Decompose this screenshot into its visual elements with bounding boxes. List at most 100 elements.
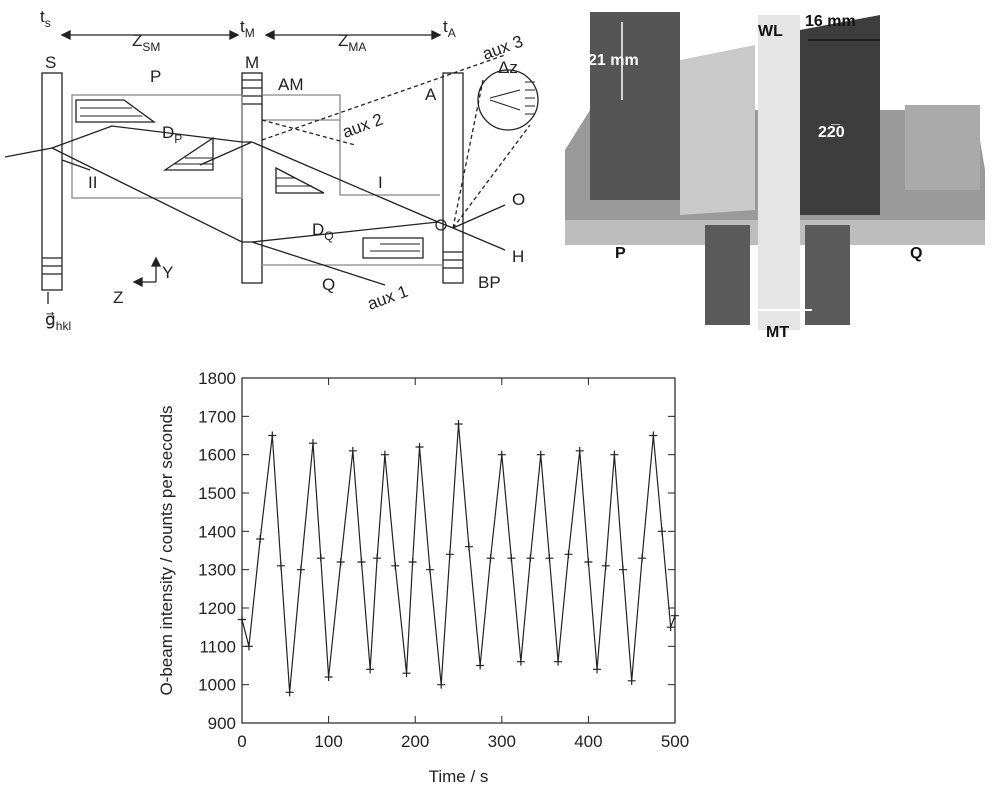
marker <box>324 673 333 681</box>
diagram-label: Z <box>113 288 123 307</box>
marker <box>554 657 563 666</box>
marker <box>564 550 573 559</box>
photo-label: Q <box>910 245 922 262</box>
label-main: t <box>40 7 45 26</box>
diagram-label: BP <box>478 273 501 292</box>
marker <box>425 565 434 574</box>
marker <box>380 450 389 459</box>
diagram-label: ts <box>40 7 51 30</box>
detail <box>489 81 535 115</box>
photo-label: 22̅0 <box>818 123 845 141</box>
axis-heads <box>132 256 162 288</box>
label-main: t <box>443 17 448 36</box>
hatch <box>42 79 463 275</box>
marker <box>666 623 675 632</box>
label-main: P <box>150 67 161 86</box>
marker <box>316 554 325 563</box>
x-tick-label: 100 <box>314 732 342 751</box>
hatch <box>276 177 312 187</box>
label-main: A <box>425 85 437 104</box>
diagram-label: ZSM <box>132 31 160 54</box>
marker <box>357 558 366 566</box>
label-main: AM <box>278 75 304 94</box>
label-sub: P <box>174 132 182 146</box>
marker <box>584 558 593 566</box>
block <box>590 12 680 200</box>
marker <box>391 561 400 570</box>
plot-frame <box>241 377 676 724</box>
label-main: D <box>312 220 324 239</box>
diagram-label: Q <box>322 275 335 294</box>
diagram-label: O <box>512 190 525 209</box>
marker <box>309 439 318 448</box>
label-main: H <box>512 247 524 266</box>
prism <box>362 237 424 259</box>
marker <box>445 550 454 559</box>
marker <box>464 542 473 551</box>
label-main: Z <box>113 288 123 307</box>
marker <box>437 680 446 689</box>
marker <box>402 669 411 678</box>
marker <box>601 561 610 570</box>
diagram-label: g⃗hkl <box>45 310 71 333</box>
label-main: S <box>45 53 56 72</box>
label-sub: M <box>245 26 255 40</box>
block <box>800 15 880 215</box>
wafer <box>758 15 800 330</box>
diagram-label: aux 1 <box>365 282 411 314</box>
y-tick-label: 1700 <box>198 407 236 426</box>
series-line <box>241 423 676 693</box>
label-main: I <box>378 173 383 192</box>
y-tick-label: 1400 <box>198 522 236 541</box>
x-tick-label: 300 <box>488 732 516 751</box>
diagram-label: ZMA <box>338 31 366 54</box>
diagram-label: Δz <box>498 58 518 77</box>
marker <box>348 446 357 455</box>
label-sub: s <box>45 16 51 30</box>
y-axis-label: O-beam intensity / counts per seconds <box>157 405 176 695</box>
marker <box>408 558 417 566</box>
marker <box>276 561 285 570</box>
x-tick-label: 0 <box>237 732 246 751</box>
marker <box>366 665 375 674</box>
box-am <box>262 94 443 266</box>
label-main: D <box>162 123 174 142</box>
marker <box>497 450 506 459</box>
marker <box>373 554 382 563</box>
y-tick-label: 900 <box>208 714 236 733</box>
label-main: M <box>245 53 259 72</box>
photo-label: WL <box>758 23 783 40</box>
label-main: t <box>240 17 245 36</box>
diagram-label: tA <box>443 17 456 40</box>
label-main: O <box>512 190 525 209</box>
diagram-label: A <box>425 85 437 104</box>
diagram-label: aux 2 <box>340 110 386 142</box>
y-tick-label: 1200 <box>198 599 236 618</box>
marker <box>593 665 602 674</box>
marker <box>476 661 485 670</box>
crystal-s <box>41 72 63 291</box>
marker <box>244 642 253 651</box>
photo-label: 21 mm <box>588 52 639 69</box>
diagram-label: I <box>378 173 383 192</box>
label-sub: SM <box>142 40 160 54</box>
marker <box>285 688 294 697</box>
x-tick-label: 400 <box>574 732 602 751</box>
label-main: aux 2 <box>340 110 386 142</box>
y-tick-label: 1300 <box>198 561 236 580</box>
y-tick-label: 1000 <box>198 676 236 695</box>
chart: 900 1000 1100 1200 1300 1400 1500 1600 1700 1800 0… <box>157 369 689 786</box>
label-main: BP <box>478 273 501 292</box>
diagram-label: P <box>150 67 161 86</box>
arrowheads <box>60 29 442 41</box>
cube <box>905 105 980 190</box>
label-main: Q <box>322 275 335 294</box>
magnifier <box>477 69 539 131</box>
marker <box>268 431 277 440</box>
x-tick-label: 200 <box>401 732 429 751</box>
label-main: II <box>88 173 97 192</box>
marker <box>296 565 305 574</box>
diagram-label: DQ <box>312 220 334 243</box>
